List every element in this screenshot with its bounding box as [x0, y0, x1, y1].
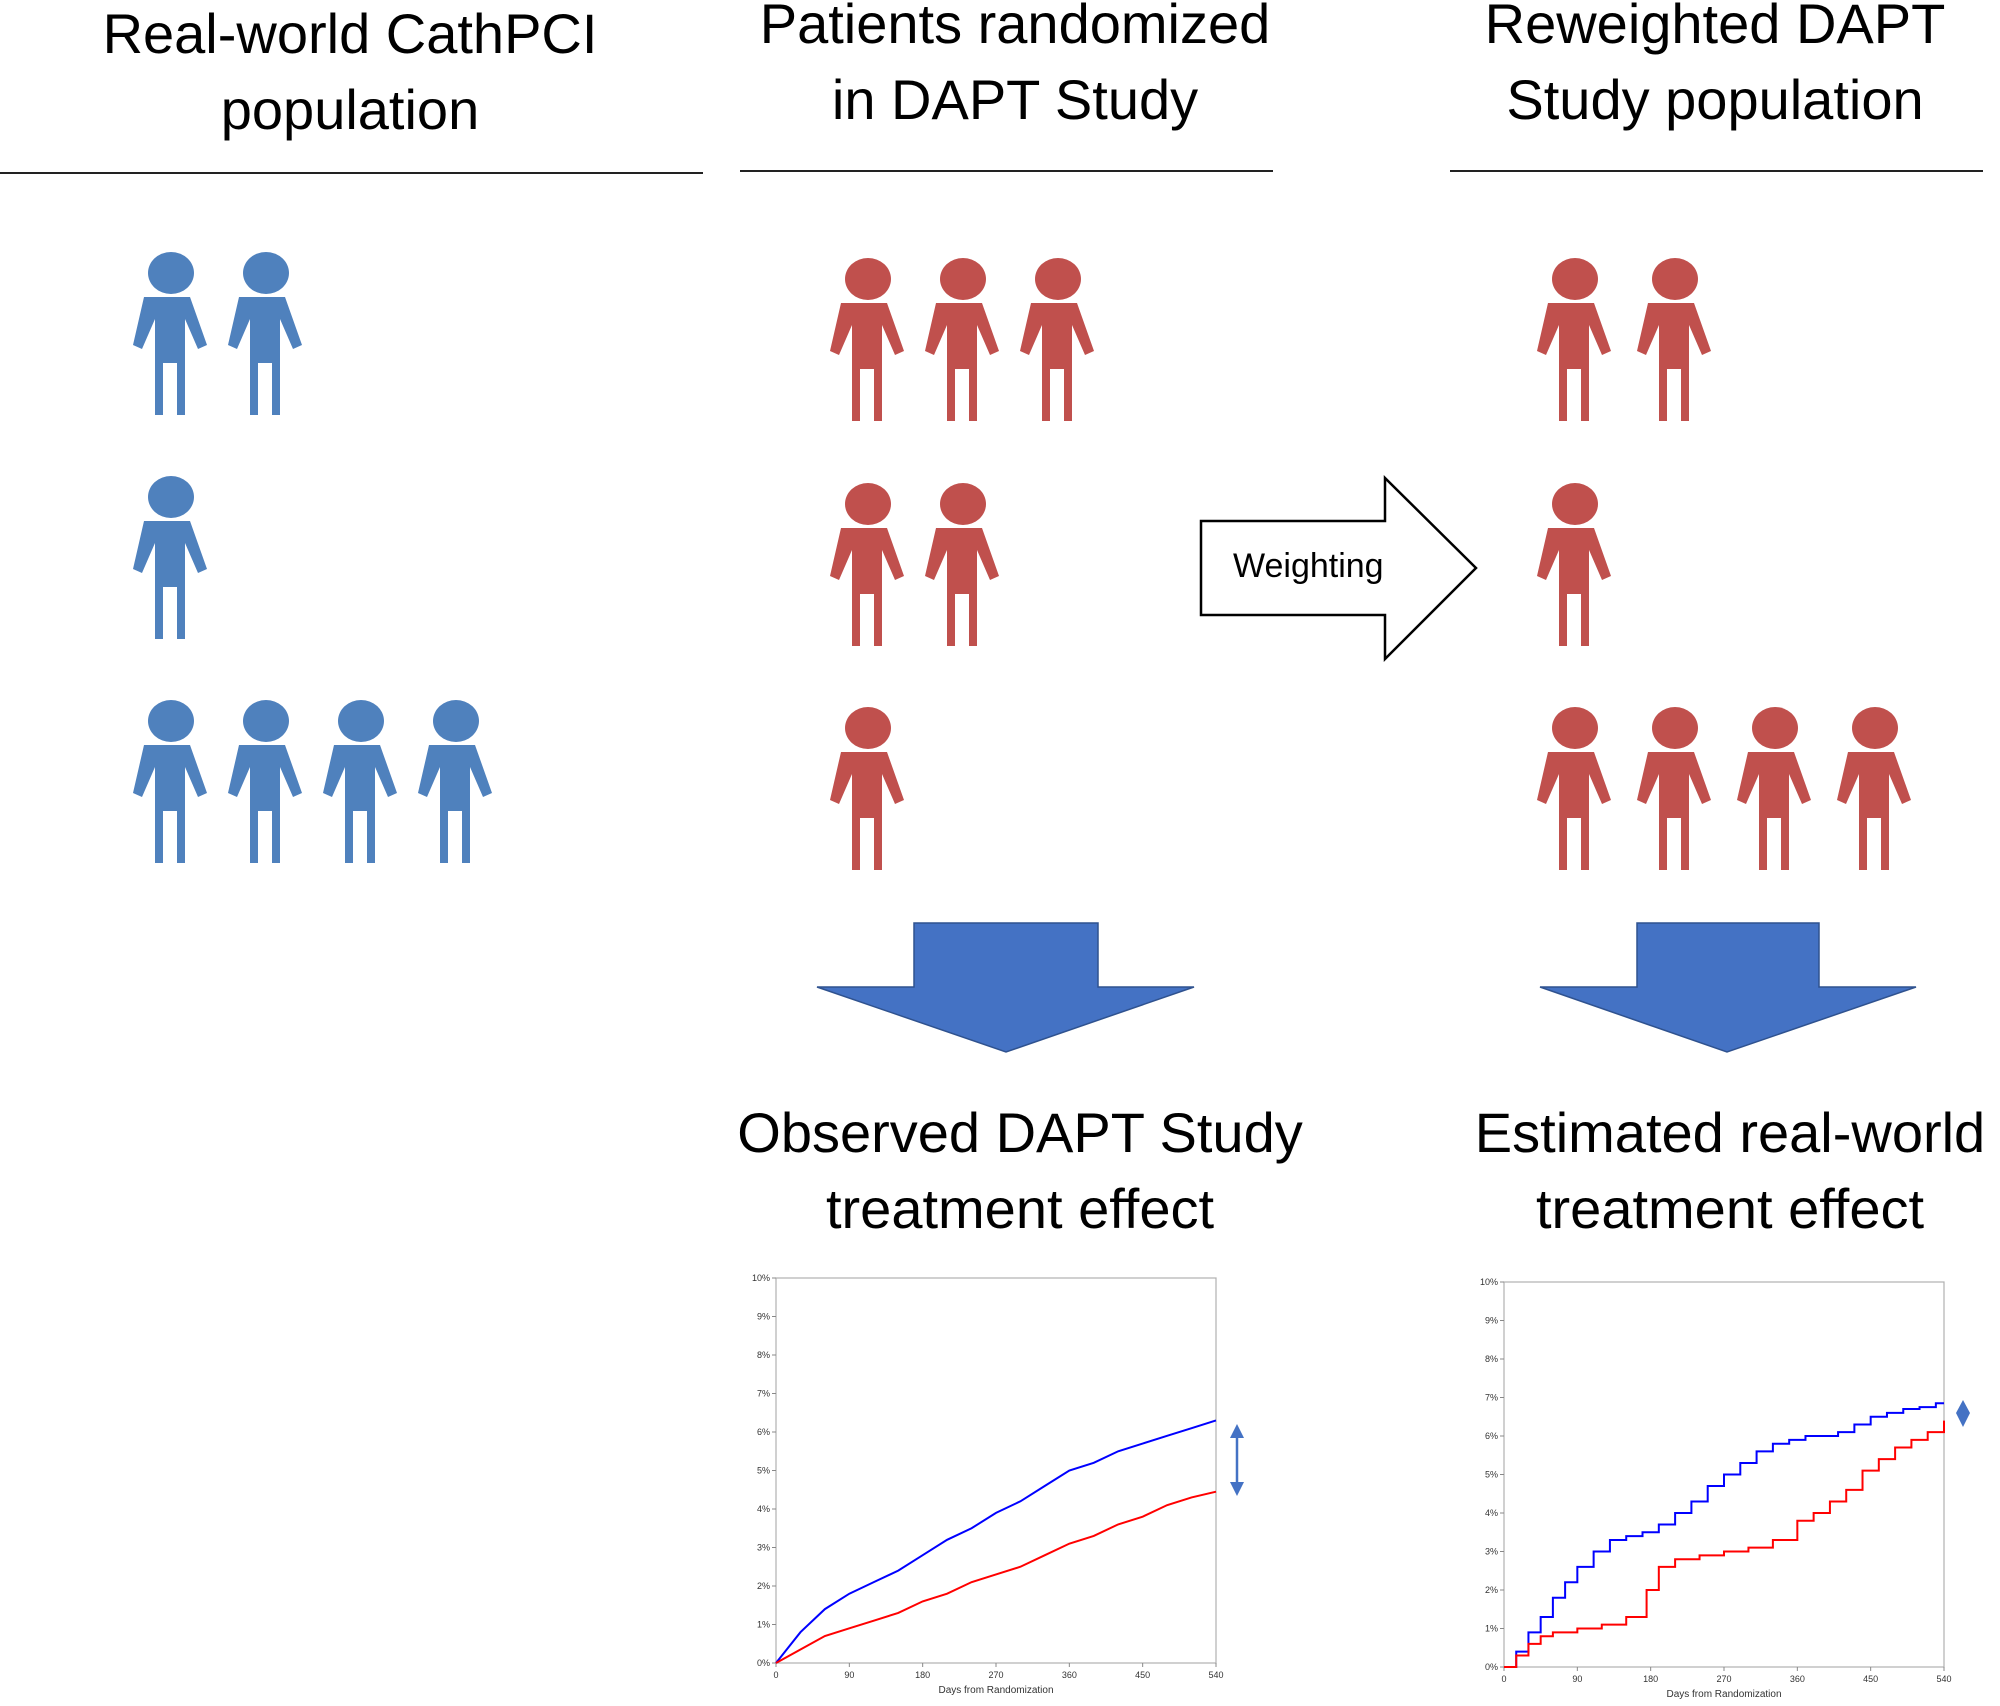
col-title-dapt: Patients randomized in DAPT Study: [690, 0, 1340, 138]
x-tick-label: 270: [988, 1670, 1003, 1680]
x-tick-label: 450: [1863, 1674, 1878, 1684]
x-tick-label: 180: [1643, 1674, 1658, 1684]
y-tick-label: 1%: [1485, 1624, 1498, 1634]
plot-frame: [775, 1277, 1217, 1664]
person-icon: [830, 707, 904, 870]
header-rule-cathpci: [0, 172, 703, 174]
y-tick-label: 9%: [1485, 1316, 1498, 1326]
col-title-cathpci: Real-world CathPCI population: [20, 0, 680, 148]
reweighted-people: [1537, 258, 1911, 870]
person-icon: [1020, 258, 1094, 421]
y-tick-label: 4%: [1485, 1508, 1498, 1518]
outcome-label-observed: Observed DAPT Study treatment effect: [700, 1095, 1340, 1247]
person-icon: [133, 252, 207, 415]
x-tick-label: 540: [1208, 1670, 1223, 1680]
person-icon: [830, 258, 904, 421]
series-line-red: [775, 1490, 1217, 1664]
outcome-label-estimated: Estimated real-world treatment effect: [1400, 1095, 2000, 1247]
down-arrow-reweighted: [1539, 922, 1917, 1053]
x-tick-label: 360: [1790, 1674, 1805, 1684]
down-arrow-dapt: [816, 922, 1195, 1053]
col-title-line2: Study population: [1506, 68, 1924, 131]
person-icon: [228, 700, 302, 863]
col-title-reweighted: Reweighted DAPT Study population: [1400, 0, 2000, 138]
weighting-arrow: [1199, 475, 1478, 663]
chart-estimated: 0% 1% 2% 3% 4% 5% 6% 7% 8% 9% 10% 0 90 180 270 360 450 54…: [1480, 1277, 1952, 1700]
y-tick-label: 3%: [757, 1543, 770, 1553]
col-title-line1: Patients randomized: [759, 0, 1271, 55]
chart-observed: 0% 1% 2% 3% 4% 5% 6% 7% 8% 9% 10% 0 90 180 270 360 450 54…: [752, 1273, 1224, 1696]
x-tick-label: 270: [1716, 1674, 1731, 1684]
person-icon: [1537, 483, 1611, 646]
x-tick-label: 90: [844, 1670, 854, 1680]
y-tick-label: 2%: [1485, 1585, 1498, 1595]
y-tick-label: 10%: [1480, 1277, 1498, 1287]
cathpci-people: [133, 252, 492, 863]
person-icon: [133, 476, 207, 639]
y-tick-label: 5%: [1485, 1470, 1498, 1480]
y-tick-label: 6%: [1485, 1431, 1498, 1441]
y-tick-label: 2%: [757, 1581, 770, 1591]
person-icon: [830, 483, 904, 646]
person-icon: [1537, 258, 1611, 421]
header-rule-dapt: [740, 170, 1273, 172]
outcome-line1: Observed DAPT Study: [737, 1101, 1303, 1164]
header-rule-reweighted: [1450, 170, 1983, 172]
y-tick-label: 0%: [757, 1658, 770, 1668]
x-tick-label: 540: [1936, 1674, 1951, 1684]
y-tick-label: 0%: [1485, 1662, 1498, 1672]
x-axis-label: Days from Randomization: [1666, 1689, 1781, 1700]
x-axis-label: Days from Randomization: [938, 1685, 1053, 1696]
person-icon: [228, 252, 302, 415]
y-tick-label: 7%: [1485, 1393, 1498, 1403]
y-tick-label: 10%: [752, 1273, 770, 1283]
outcome-line2: treatment effect: [825, 1177, 1215, 1240]
y-tick-label: 7%: [757, 1389, 770, 1399]
series-line-blue: [775, 1419, 1217, 1664]
person-icon: [1737, 707, 1811, 870]
y-tick-label: 8%: [757, 1350, 770, 1360]
y-tick-label: 8%: [1485, 1354, 1498, 1364]
series-line-red: [1504, 1420, 1945, 1668]
weighting-label: Weighting: [1233, 547, 1384, 585]
y-tick-label: 6%: [757, 1427, 770, 1437]
col-title-line2: in DAPT Study: [831, 68, 1199, 131]
y-tick-label: 5%: [757, 1466, 770, 1476]
y-tick-label: 9%: [757, 1312, 770, 1322]
y-tick-label: 1%: [757, 1620, 770, 1630]
x-tick-label: 360: [1062, 1670, 1077, 1680]
outcome-line2: treatment effect: [1535, 1177, 1925, 1240]
person-icon: [925, 483, 999, 646]
x-tick-label: 0: [773, 1670, 778, 1680]
col-title-line1: Real-world CathPCI: [102, 2, 598, 65]
y-tick-label: 3%: [1485, 1547, 1498, 1557]
difference-arrow-observed: [1230, 1424, 1244, 1496]
x-tick-label: 450: [1135, 1670, 1150, 1680]
y-tick-label: 4%: [757, 1504, 770, 1514]
difference-arrow-estimated: [1956, 1400, 1970, 1427]
person-icon: [323, 700, 397, 863]
series-line-blue: [1504, 1402, 1944, 1668]
person-icon: [1637, 707, 1711, 870]
x-tick-label: 90: [1572, 1674, 1582, 1684]
x-tick-label: 180: [915, 1670, 930, 1680]
person-icon: [1537, 707, 1611, 870]
person-icon: [1637, 258, 1711, 421]
person-icon: [925, 258, 999, 421]
person-icon: [418, 700, 492, 863]
person-icon: [1837, 707, 1911, 870]
col-title-line2: population: [220, 78, 480, 141]
dapt-people: [830, 258, 1094, 870]
x-tick-label: 0: [1501, 1674, 1506, 1684]
person-icon: [133, 700, 207, 863]
col-title-line1: Reweighted DAPT: [1484, 0, 1946, 55]
outcome-line1: Estimated real-world: [1474, 1101, 1986, 1164]
